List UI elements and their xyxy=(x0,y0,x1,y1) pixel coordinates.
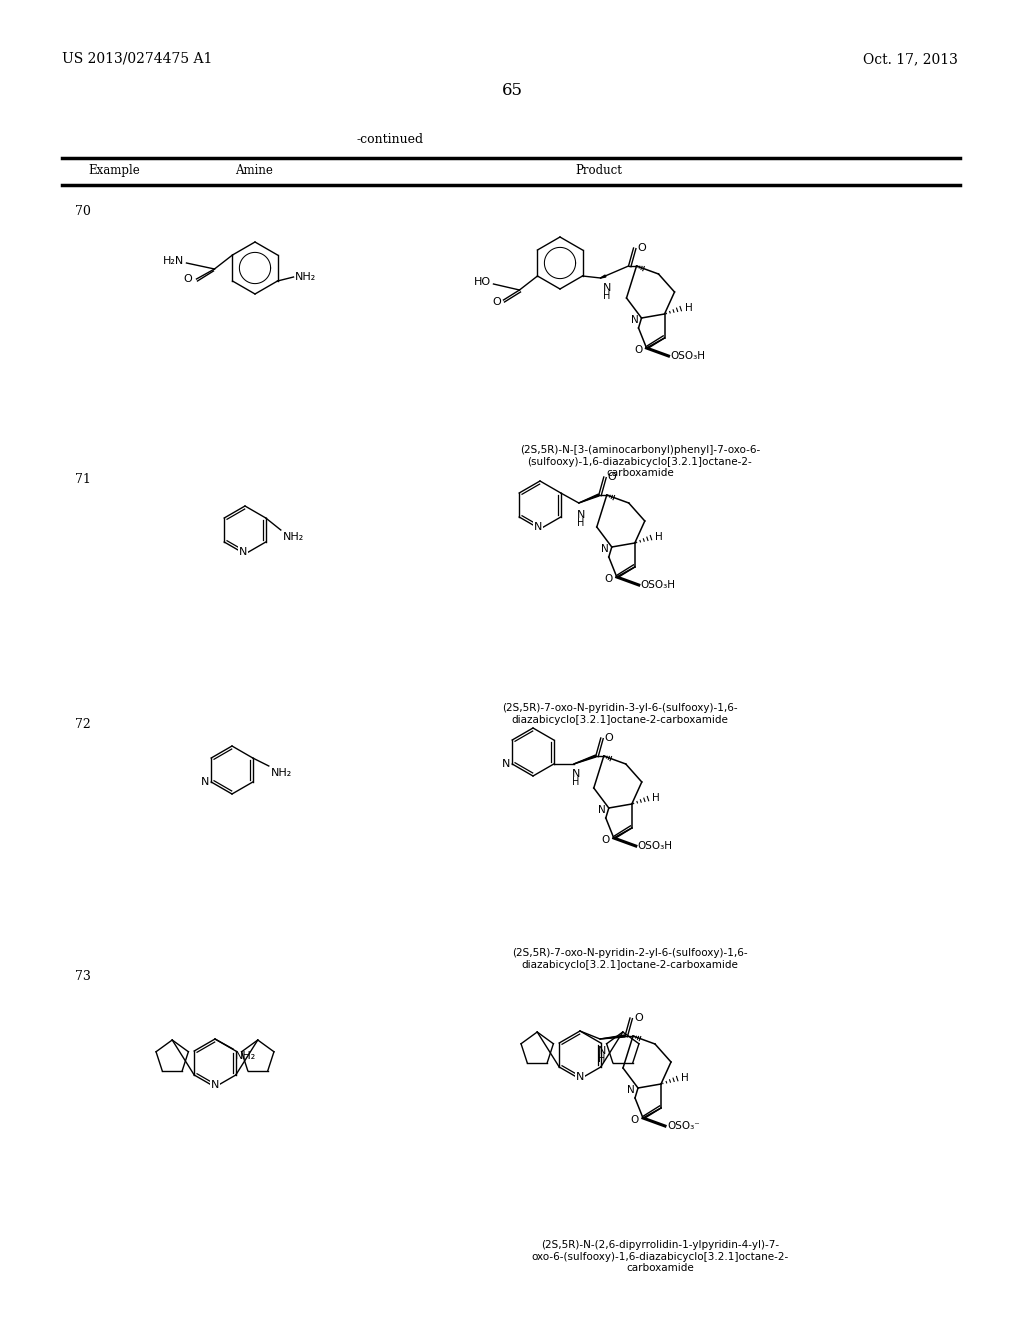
Text: H: H xyxy=(577,517,584,528)
Text: O: O xyxy=(605,733,613,743)
Text: H₂N: H₂N xyxy=(163,256,184,267)
Text: N: N xyxy=(502,759,510,770)
Text: -continued: -continued xyxy=(356,133,424,147)
Text: O: O xyxy=(601,836,609,845)
Text: H: H xyxy=(598,1053,605,1064)
Text: H: H xyxy=(684,304,692,313)
Text: N: N xyxy=(602,282,611,293)
Text: N: N xyxy=(628,1085,635,1096)
Polygon shape xyxy=(600,1035,625,1039)
Text: O: O xyxy=(493,297,502,308)
Text: N: N xyxy=(211,1080,219,1090)
Text: O: O xyxy=(604,574,612,583)
Text: N: N xyxy=(239,546,247,557)
Text: 65: 65 xyxy=(502,82,522,99)
Text: N: N xyxy=(631,315,639,325)
Text: H: H xyxy=(571,777,580,787)
Text: H: H xyxy=(654,532,663,543)
Text: (2S,5R)-7-oxo-N-pyridin-3-yl-6-(sulfooxy)-1,6-
diazabicyclo[3.2.1]octane-2-carbo: (2S,5R)-7-oxo-N-pyridin-3-yl-6-(sulfooxy… xyxy=(502,704,738,725)
Text: OSO₃H: OSO₃H xyxy=(641,579,676,590)
Text: 71: 71 xyxy=(75,473,91,486)
Text: N: N xyxy=(571,770,581,779)
Text: O: O xyxy=(634,1012,643,1023)
Text: 73: 73 xyxy=(75,970,91,983)
Text: 70: 70 xyxy=(75,205,91,218)
Text: O: O xyxy=(608,473,616,482)
Text: Oct. 17, 2013: Oct. 17, 2013 xyxy=(863,51,958,66)
Text: 72: 72 xyxy=(75,718,91,731)
Polygon shape xyxy=(579,494,599,503)
Text: N: N xyxy=(575,1072,584,1082)
Text: (2S,5R)-7-oxo-N-pyridin-2-yl-6-(sulfooxy)-1,6-
diazabicyclo[3.2.1]octane-2-carbo: (2S,5R)-7-oxo-N-pyridin-2-yl-6-(sulfooxy… xyxy=(512,948,748,970)
Text: O: O xyxy=(631,1115,639,1125)
Text: N: N xyxy=(601,544,609,554)
Text: N: N xyxy=(534,521,542,532)
Text: O: O xyxy=(638,243,646,253)
Text: HO: HO xyxy=(474,277,492,286)
Text: H: H xyxy=(602,290,610,301)
Text: NH₂: NH₂ xyxy=(295,272,315,282)
Text: OSO₃⁻: OSO₃⁻ xyxy=(667,1121,699,1131)
Text: Example: Example xyxy=(88,164,139,177)
Text: Amine: Amine xyxy=(234,164,272,177)
Polygon shape xyxy=(573,755,596,764)
Text: Product: Product xyxy=(575,164,622,177)
Text: N: N xyxy=(577,510,585,520)
Text: N: N xyxy=(598,805,606,814)
Polygon shape xyxy=(600,275,606,279)
Text: H: H xyxy=(652,793,659,803)
Text: H: H xyxy=(681,1073,689,1082)
Text: (2S,5R)-N-[3-(aminocarbonyl)phenyl]-7-oxo-6-
(sulfooxy)-1,6-diazabicyclo[3.2.1]o: (2S,5R)-N-[3-(aminocarbonyl)phenyl]-7-ox… xyxy=(520,445,760,478)
Text: O: O xyxy=(634,345,642,355)
Text: N: N xyxy=(598,1045,606,1056)
Text: N: N xyxy=(201,777,209,787)
Text: (2S,5R)-N-(2,6-dipyrrolidin-1-ylpyridin-4-yl)-7-
oxo-6-(sulfooxy)-1,6-diazabicyc: (2S,5R)-N-(2,6-dipyrrolidin-1-ylpyridin-… xyxy=(531,1239,788,1274)
Text: OSO₃H: OSO₃H xyxy=(671,351,706,360)
Text: NH₂: NH₂ xyxy=(283,532,304,543)
Text: US 2013/0274475 A1: US 2013/0274475 A1 xyxy=(62,51,212,66)
Text: NH₂: NH₂ xyxy=(270,768,292,777)
Text: OSO₃H: OSO₃H xyxy=(638,841,673,851)
Text: NH₂: NH₂ xyxy=(234,1051,256,1061)
Text: O: O xyxy=(183,275,193,284)
